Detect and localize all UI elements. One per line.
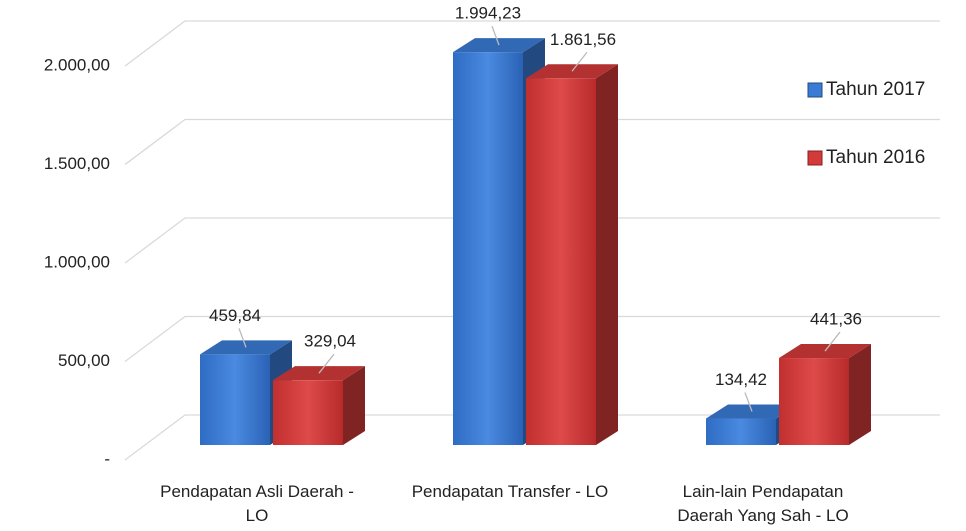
legend-swatch xyxy=(807,150,823,166)
leader-line xyxy=(491,25,500,46)
bar-front xyxy=(779,358,849,445)
leader-line xyxy=(744,392,753,412)
bar-front xyxy=(200,354,270,445)
x-tick-label: Pendapatan Asli Daerah - LO xyxy=(160,482,354,525)
bar-front xyxy=(453,52,523,445)
y-tick-label: 2.000,00 xyxy=(44,55,110,74)
data-label: 134,42 xyxy=(715,370,767,389)
bar xyxy=(779,344,871,445)
legend-label: Tahun 2016 xyxy=(826,147,925,168)
legend-swatch xyxy=(807,82,823,98)
grid-line xyxy=(124,118,940,166)
grid-line xyxy=(124,414,940,461)
bar-front xyxy=(706,418,776,445)
data-label: 329,04 xyxy=(304,332,356,351)
x-tick-label: Pendapatan Transfer - LO xyxy=(411,482,609,501)
grid-line xyxy=(124,217,940,264)
x-tick-label: Lain-lain Pendapatan Daerah Yang Sah - L… xyxy=(677,482,849,525)
y-tick-label: 500,00 xyxy=(58,351,110,370)
bar xyxy=(273,366,365,445)
bar xyxy=(526,64,618,446)
data-label: 459,84 xyxy=(209,306,261,325)
y-tick-label: - xyxy=(104,449,110,468)
leader-line xyxy=(571,51,588,72)
legend-label: Tahun 2017 xyxy=(826,79,925,100)
data-label: 441,36 xyxy=(810,310,862,329)
bar-front xyxy=(273,380,343,445)
data-label: 1.994,23 xyxy=(455,4,521,23)
y-tick-label: 1.500,00 xyxy=(44,154,110,173)
y-tick-label: 1.000,00 xyxy=(44,252,110,271)
data-label: 1.861,56 xyxy=(550,30,616,49)
bar-side xyxy=(849,344,871,445)
bar-side xyxy=(596,64,618,446)
leader-line xyxy=(318,353,335,374)
leader-line xyxy=(824,331,841,352)
bar-side xyxy=(343,366,365,445)
bar-front xyxy=(526,78,596,446)
leader-line xyxy=(238,328,247,348)
grid-line xyxy=(124,20,940,67)
grid-line xyxy=(124,315,940,363)
